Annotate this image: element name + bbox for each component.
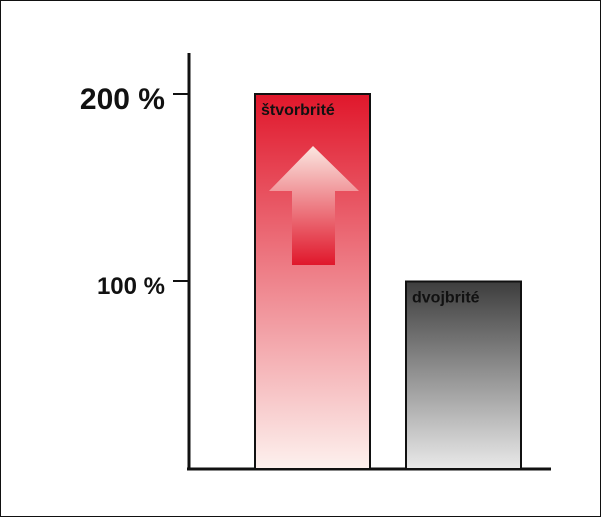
y-tick-label-100: 100 % <box>97 273 165 300</box>
bar-dvojbrite <box>405 280 522 470</box>
y-tick-label-200: 200 % <box>80 83 165 116</box>
bar-label-stvorbrite: štvorbrité <box>261 102 335 119</box>
bar-label-dvojbrite: dvojbrité <box>412 290 480 307</box>
up-arrow-icon <box>269 146 359 265</box>
